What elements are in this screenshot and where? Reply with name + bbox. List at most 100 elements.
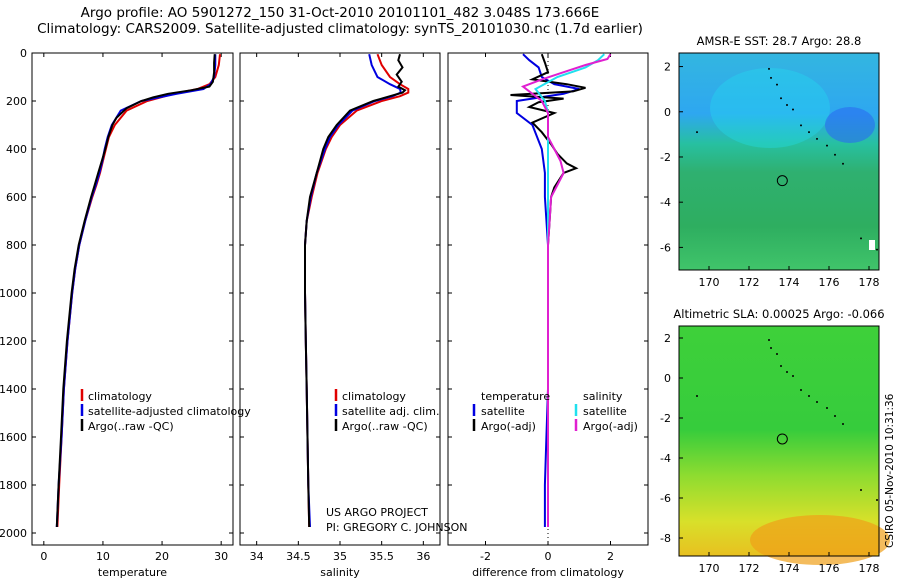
depth-tick-label: 1600 bbox=[0, 431, 27, 444]
sla-high-patch bbox=[750, 515, 890, 565]
sst-lat-label: -4 bbox=[660, 196, 671, 209]
sst-island-marker bbox=[780, 97, 782, 100]
sst-lat-label: -6 bbox=[660, 241, 671, 254]
sst-lon-label: 172 bbox=[739, 276, 760, 289]
sst-island-marker bbox=[786, 103, 788, 106]
salinity-panel: 34 34.5 35 35.5 36 salinity climatology satelli… bbox=[239, 52, 441, 579]
sst-map bbox=[679, 53, 879, 270]
depth-tick-label: 1200 bbox=[0, 335, 27, 348]
temperature-xtick-label: 20 bbox=[155, 550, 169, 563]
project-credit: US ARGO PROJECT bbox=[326, 506, 428, 519]
sst-lon-label: 170 bbox=[699, 276, 720, 289]
sla-map bbox=[679, 326, 890, 565]
sla-island-marker bbox=[826, 407, 828, 409]
sst-island-marker bbox=[768, 67, 770, 70]
sla-island-marker bbox=[842, 423, 844, 425]
sst-map-frame bbox=[678, 52, 880, 271]
difference-series-magenta bbox=[520, 53, 612, 527]
sla-island-marker bbox=[816, 401, 818, 403]
depth-tick-label: 1800 bbox=[0, 479, 27, 492]
sla-island-marker bbox=[792, 375, 794, 377]
salinity-legend-label: Argo(..raw -QC) bbox=[342, 420, 428, 433]
legend-heading-temperature: temperature bbox=[481, 390, 550, 403]
sst-warm-patch bbox=[710, 68, 830, 148]
sst-island-marker bbox=[842, 162, 844, 165]
temperature-xtick-label: 0 bbox=[40, 550, 47, 563]
salinity-series-blue bbox=[304, 53, 402, 528]
sst-map-field bbox=[679, 53, 879, 270]
sla-island-marker bbox=[770, 347, 772, 349]
difference-legend-label: Argo(-adj) bbox=[583, 420, 638, 433]
sst-map-title: AMSR-E SST: 28.7 Argo: 28.8 bbox=[697, 34, 862, 48]
difference-legend-label: Argo(-adj) bbox=[481, 420, 536, 433]
temperature-xtick-label: 30 bbox=[214, 550, 228, 563]
depth-tick-label: 2000 bbox=[0, 527, 27, 540]
sst-missing-pixel bbox=[869, 240, 875, 250]
difference-xlabel: difference from climatology bbox=[472, 566, 624, 579]
depth-tick-label: 800 bbox=[6, 239, 27, 252]
sla-island-marker bbox=[696, 395, 698, 397]
depth-tick-label: 400 bbox=[6, 143, 27, 156]
sla-island-marker bbox=[786, 371, 788, 373]
sla-island-marker bbox=[860, 489, 862, 491]
depth-tick-label: 0 bbox=[20, 47, 27, 60]
temperature-legend-label: satellite-adjusted climatology bbox=[88, 405, 251, 418]
salinity-legend-label: climatology bbox=[342, 390, 406, 403]
sst-island-marker bbox=[860, 237, 862, 240]
sst-lat-label: 0 bbox=[664, 106, 671, 119]
temperature-legend-label: climatology bbox=[88, 390, 152, 403]
difference-panel: -2 0 2 difference from climatology temperatu… bbox=[447, 52, 649, 579]
temperature-series-blue bbox=[55, 54, 217, 528]
salinity-series-black bbox=[304, 53, 407, 528]
sst-island-marker bbox=[876, 248, 878, 251]
salinity-xtick-label: 34 bbox=[250, 550, 264, 563]
sla-lat-label: -4 bbox=[660, 452, 671, 465]
salinity-xlabel: salinity bbox=[320, 566, 360, 579]
temperature-series-black bbox=[55, 54, 216, 528]
sla-lat-label: 2 bbox=[664, 332, 671, 345]
sla-map-frame bbox=[678, 325, 880, 557]
sla-lon-label: 178 bbox=[859, 562, 880, 575]
csiro-timestamp: CSIRO 05-Nov-2010 10:31:36 bbox=[884, 393, 896, 548]
sst-island-marker bbox=[696, 131, 698, 134]
sla-map-title: Altimetric SLA: 0.00025 Argo: -0.066 bbox=[673, 307, 884, 321]
salinity-xtick-label: 35 bbox=[333, 550, 347, 563]
salinity-legend-label: satellite adj. clim. bbox=[342, 405, 439, 418]
sla-lon-label: 174 bbox=[779, 562, 800, 575]
sst-island-marker bbox=[826, 144, 828, 147]
sst-island-marker bbox=[816, 137, 818, 140]
sla-island-marker bbox=[776, 353, 778, 355]
temperature-panel: 0 10 20 30 temperature 0 200 400 600 800 1000 1200 1… bbox=[0, 47, 251, 579]
sla-lon-label: 176 bbox=[819, 562, 840, 575]
sla-argo-position-marker bbox=[776, 433, 788, 445]
temperature-legend-label: Argo(..raw -QC) bbox=[88, 420, 174, 433]
depth-tick-label: 1000 bbox=[0, 287, 27, 300]
sst-lon-label: 178 bbox=[859, 276, 880, 289]
salinity-xtick-label: 36 bbox=[416, 550, 430, 563]
plot-title-line2: Climatology: CARS2009. Satellite-adjuste… bbox=[37, 21, 643, 37]
sla-island-marker bbox=[768, 339, 770, 341]
sla-lon-label: 170 bbox=[699, 562, 720, 575]
sla-lat-label: -2 bbox=[660, 412, 671, 425]
difference-xtick-label: 2 bbox=[607, 550, 614, 563]
legend-heading-salinity: salinity bbox=[583, 390, 623, 403]
temperature-frame bbox=[31, 52, 234, 546]
sla-lat-label: 0 bbox=[664, 372, 671, 385]
difference-legend-label: satellite bbox=[481, 405, 525, 418]
salinity-xtick-label: 35.5 bbox=[369, 550, 394, 563]
sst-island-marker bbox=[808, 131, 810, 134]
plot-title-line1: Argo profile: AO 5901272_150 31-Oct-2010… bbox=[80, 5, 600, 21]
difference-xtick-label: 0 bbox=[545, 550, 552, 563]
sla-island-marker bbox=[808, 395, 810, 397]
sst-island-marker bbox=[770, 76, 772, 79]
sst-island-marker bbox=[800, 124, 802, 127]
sla-lat-label: -8 bbox=[660, 532, 671, 545]
depth-tick-label: 1400 bbox=[0, 383, 27, 396]
sst-lat-label: -2 bbox=[660, 151, 671, 164]
salinity-xtick-label: 34.5 bbox=[286, 550, 311, 563]
salinity-frame bbox=[239, 52, 441, 546]
depth-tick-label: 200 bbox=[6, 95, 27, 108]
temperature-xlabel: temperature bbox=[98, 566, 167, 579]
sst-cool-patch bbox=[825, 107, 875, 143]
